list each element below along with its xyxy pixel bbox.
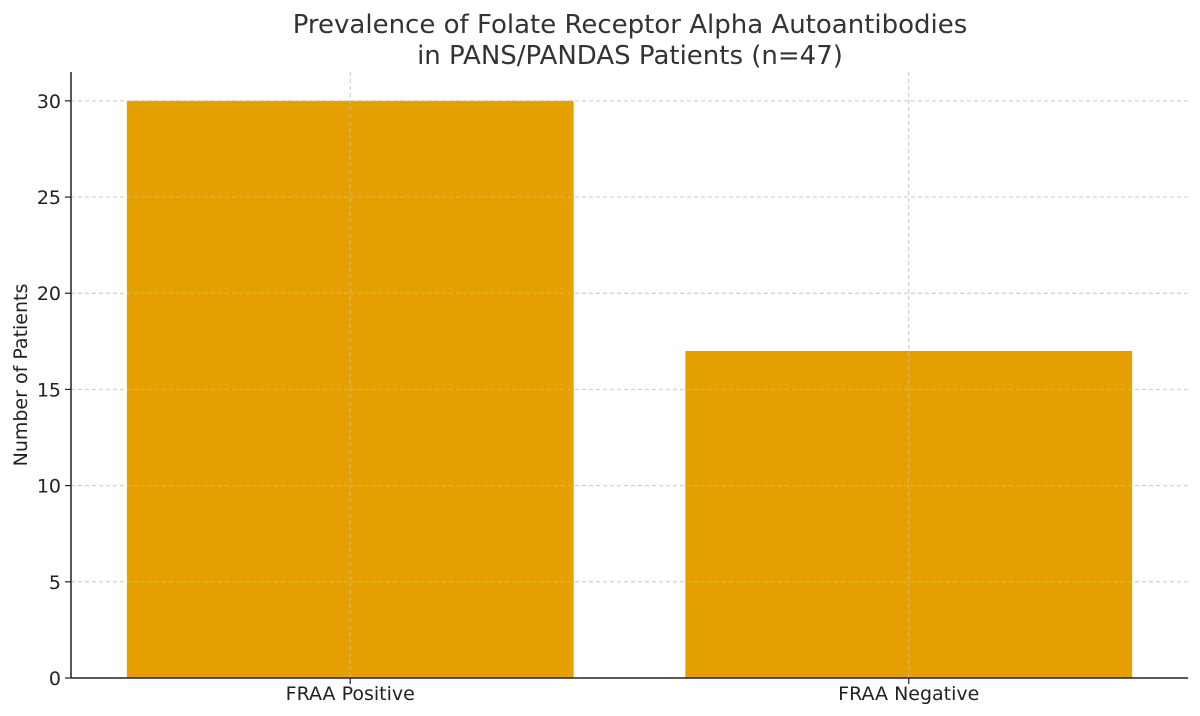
chart-title: Prevalence of Folate Receptor Alpha Auto… [293, 10, 968, 71]
bars [71, 72, 1188, 679]
chart-title-line-1: Prevalence of Folate Receptor Alpha Auto… [293, 10, 968, 40]
y-tick-label: 20 [37, 283, 61, 305]
x-tick-label: FRAA Negative [838, 683, 979, 705]
y-tick-label: 30 [37, 91, 61, 113]
x-tick-label: FRAA Positive [286, 683, 415, 705]
y-axis-ticks: 0 5 10 15 20 25 30 [37, 91, 71, 690]
y-tick-label: 25 [37, 187, 61, 209]
axes [70, 72, 1188, 679]
x-axis-ticks: FRAA Positive FRAA Negative [286, 678, 979, 705]
y-axis-label: Number of Patients [10, 284, 32, 467]
y-tick-label: 5 [49, 572, 61, 594]
y-tick-label: 10 [37, 476, 61, 498]
y-tick-label: 0 [49, 668, 61, 690]
chart-title-line-2: in PANS/PANDAS Patients (n=47) [417, 41, 843, 71]
y-tick-label: 15 [37, 379, 61, 401]
